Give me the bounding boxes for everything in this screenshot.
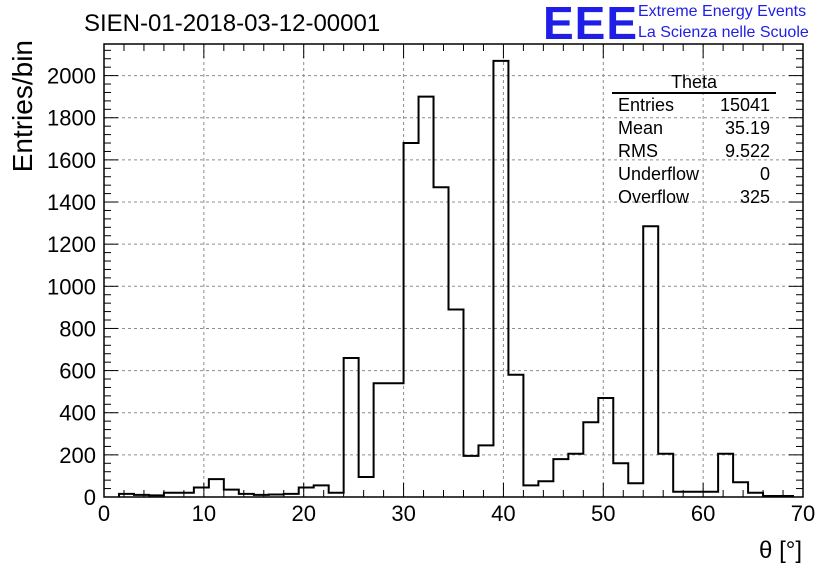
histogram-bin (194, 488, 209, 497)
histogram-bin (419, 97, 434, 497)
y-tick-label: 200 (59, 443, 96, 468)
histogram-bin (374, 383, 389, 497)
stats-label: Underflow (618, 164, 700, 184)
y-tick-label: 1800 (47, 106, 96, 131)
y-axis-label: Entries/bin (7, 40, 38, 172)
histogram-bin (478, 445, 493, 497)
histogram-bin (553, 459, 568, 497)
y-tick-label: 400 (59, 401, 96, 426)
y-tick-label: 0 (84, 485, 96, 510)
logo-line-1: Extreme Energy Events (638, 3, 807, 20)
histogram-bin (598, 398, 613, 497)
histogram-bin (643, 226, 658, 497)
histogram-bin (389, 383, 404, 497)
x-tick-label: 50 (591, 501, 615, 526)
plot-frame (103, 43, 804, 498)
stats-row-entries: Entries 15041 (612, 94, 776, 117)
x-tick-label: 10 (192, 501, 216, 526)
histogram-bin (359, 477, 374, 497)
y-tick-label: 1400 (47, 190, 96, 215)
histogram-bin (404, 143, 419, 497)
histogram-bin (314, 485, 329, 497)
stats-box: Theta Entries 15041 Mean 35.19 RMS 9.522… (612, 72, 776, 209)
stats-value: 35.19 (724, 118, 770, 138)
x-tick-label: 40 (491, 501, 515, 526)
histogram-bin (523, 485, 538, 497)
histogram-bin (493, 61, 508, 497)
stats-row-underflow: Underflow 0 (612, 163, 776, 186)
logo-line-2: La Scienza nelle Scuole (638, 24, 809, 41)
histogram-bin (568, 454, 583, 497)
histogram-bin (508, 375, 523, 497)
histogram-bin (299, 488, 314, 497)
histogram-bin (583, 422, 598, 497)
y-tick-label: 1600 (47, 148, 96, 173)
chart-title: SIEN-01-2018-03-12-00001 (84, 10, 381, 37)
stats-label: Overflow (618, 187, 690, 207)
y-tick-label: 1000 (47, 274, 96, 299)
y-tick-label: 600 (59, 359, 96, 384)
stats-row-overflow: Overflow 325 (612, 186, 776, 209)
y-tick-label: 800 (59, 316, 96, 341)
histogram-bin (538, 481, 553, 497)
stats-value: 9.522 (724, 141, 770, 161)
histogram-bin (733, 482, 748, 497)
histogram-outline (117, 59, 795, 497)
y-tick-label: 1200 (47, 232, 96, 257)
x-tick-label: 30 (391, 501, 415, 526)
histogram-bin (434, 187, 449, 497)
stats-label: RMS (618, 141, 658, 161)
stats-value: 325 (739, 187, 770, 207)
histogram-bin (224, 490, 239, 497)
stats-row-rms: RMS 9.522 (612, 140, 776, 163)
stats-label: Mean (618, 118, 664, 138)
x-axis-label: θ [°] (759, 537, 802, 564)
stats-label: Entries (618, 95, 675, 115)
x-tick-label: 20 (291, 501, 315, 526)
histogram-bin (463, 456, 478, 497)
stats-value: 15041 (719, 95, 770, 115)
stats-title: Theta (612, 72, 776, 94)
histogram-bin (344, 358, 359, 497)
x-tick-label: 70 (791, 501, 815, 526)
histogram-bin (658, 454, 673, 497)
histogram-bin (613, 463, 628, 497)
x-tick-label: 60 (691, 501, 715, 526)
histogram-bin (628, 483, 643, 497)
x-tick-label: 0 (98, 501, 110, 526)
histogram-bin (449, 309, 464, 497)
y-tick-label: 2000 (47, 64, 96, 89)
eee-logo: EEE (543, 0, 639, 49)
stats-row-mean: Mean 35.19 (612, 117, 776, 140)
stats-value: 0 (759, 164, 770, 184)
histogram-bin (209, 479, 224, 497)
histogram-bin (718, 454, 733, 497)
